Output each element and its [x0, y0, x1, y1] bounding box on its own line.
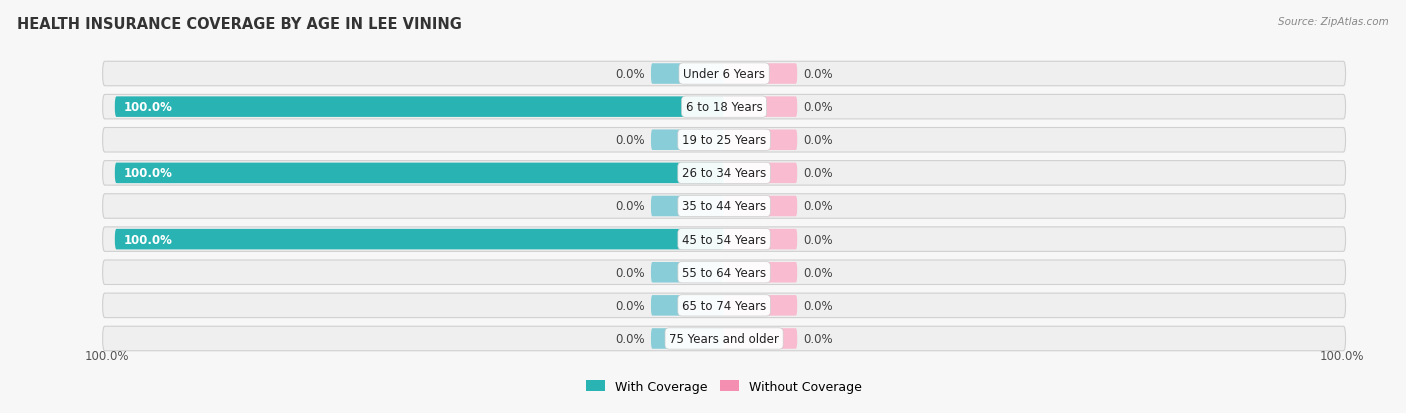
Text: 35 to 44 Years: 35 to 44 Years — [682, 200, 766, 213]
FancyBboxPatch shape — [651, 262, 724, 283]
FancyBboxPatch shape — [651, 295, 724, 316]
FancyBboxPatch shape — [103, 326, 1346, 351]
FancyBboxPatch shape — [103, 128, 1346, 153]
FancyBboxPatch shape — [724, 64, 797, 85]
FancyBboxPatch shape — [724, 295, 797, 316]
FancyBboxPatch shape — [115, 229, 724, 250]
FancyBboxPatch shape — [724, 163, 797, 184]
Text: 0.0%: 0.0% — [803, 266, 832, 279]
Text: 0.0%: 0.0% — [803, 167, 832, 180]
Text: 100.0%: 100.0% — [1319, 349, 1364, 363]
Text: 100.0%: 100.0% — [84, 349, 129, 363]
FancyBboxPatch shape — [103, 161, 1346, 186]
Text: 0.0%: 0.0% — [616, 332, 645, 345]
FancyBboxPatch shape — [115, 97, 724, 118]
Text: 6 to 18 Years: 6 to 18 Years — [686, 101, 762, 114]
Text: 0.0%: 0.0% — [616, 134, 645, 147]
Text: 65 to 74 Years: 65 to 74 Years — [682, 299, 766, 312]
Legend: With Coverage, Without Coverage: With Coverage, Without Coverage — [582, 375, 866, 398]
Text: 0.0%: 0.0% — [803, 200, 832, 213]
FancyBboxPatch shape — [724, 328, 797, 349]
FancyBboxPatch shape — [724, 130, 797, 151]
Text: 0.0%: 0.0% — [616, 299, 645, 312]
Text: 0.0%: 0.0% — [803, 68, 832, 81]
Text: 0.0%: 0.0% — [803, 134, 832, 147]
FancyBboxPatch shape — [103, 62, 1346, 87]
Text: 55 to 64 Years: 55 to 64 Years — [682, 266, 766, 279]
Text: 0.0%: 0.0% — [803, 299, 832, 312]
Text: 0.0%: 0.0% — [803, 101, 832, 114]
Text: 0.0%: 0.0% — [616, 266, 645, 279]
FancyBboxPatch shape — [651, 64, 724, 85]
Text: 45 to 54 Years: 45 to 54 Years — [682, 233, 766, 246]
FancyBboxPatch shape — [724, 229, 797, 250]
Text: 0.0%: 0.0% — [616, 68, 645, 81]
Text: 26 to 34 Years: 26 to 34 Years — [682, 167, 766, 180]
FancyBboxPatch shape — [103, 95, 1346, 120]
Text: 75 Years and older: 75 Years and older — [669, 332, 779, 345]
FancyBboxPatch shape — [115, 163, 724, 184]
Text: 0.0%: 0.0% — [803, 233, 832, 246]
FancyBboxPatch shape — [103, 194, 1346, 219]
Text: 19 to 25 Years: 19 to 25 Years — [682, 134, 766, 147]
FancyBboxPatch shape — [724, 97, 797, 118]
Text: 100.0%: 100.0% — [124, 233, 173, 246]
FancyBboxPatch shape — [651, 130, 724, 151]
FancyBboxPatch shape — [724, 262, 797, 283]
Text: Under 6 Years: Under 6 Years — [683, 68, 765, 81]
Text: Source: ZipAtlas.com: Source: ZipAtlas.com — [1278, 17, 1389, 26]
Text: 0.0%: 0.0% — [616, 200, 645, 213]
FancyBboxPatch shape — [724, 196, 797, 217]
FancyBboxPatch shape — [103, 227, 1346, 252]
FancyBboxPatch shape — [103, 260, 1346, 285]
Text: 0.0%: 0.0% — [803, 332, 832, 345]
Text: 100.0%: 100.0% — [124, 101, 173, 114]
Text: HEALTH INSURANCE COVERAGE BY AGE IN LEE VINING: HEALTH INSURANCE COVERAGE BY AGE IN LEE … — [17, 17, 461, 31]
FancyBboxPatch shape — [651, 196, 724, 217]
FancyBboxPatch shape — [103, 293, 1346, 318]
Text: 100.0%: 100.0% — [124, 167, 173, 180]
FancyBboxPatch shape — [651, 328, 724, 349]
